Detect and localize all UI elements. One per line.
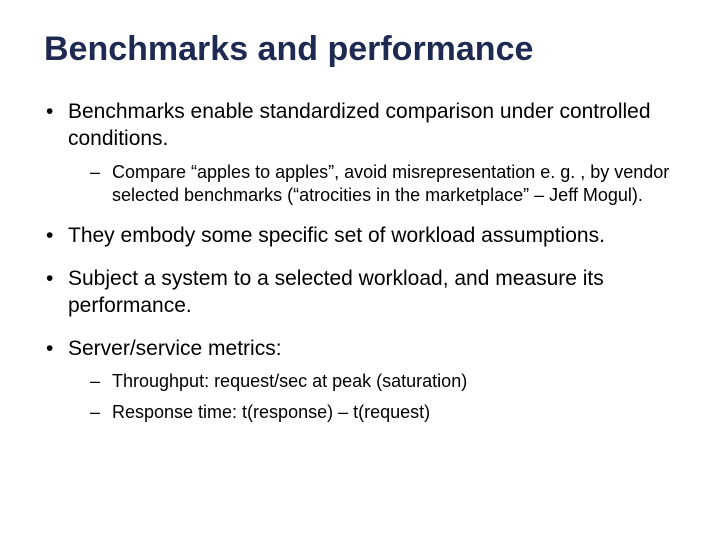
slide: Benchmarks and performance Benchmarks en… — [0, 0, 720, 540]
bullet-list: Benchmarks enable standardized compariso… — [44, 99, 680, 424]
sub-bullet-list: Compare “apples to apples”, avoid misrep… — [68, 161, 680, 207]
bullet-item: They embody some specific set of workloa… — [44, 223, 680, 250]
sub-bullet-text: Response time: t(response) – t(request) — [112, 402, 430, 422]
bullet-text: Subject a system to a selected workload,… — [68, 267, 604, 317]
bullet-text: Server/service metrics: — [68, 337, 282, 360]
bullet-text: They embody some specific set of workloa… — [68, 224, 605, 247]
slide-title: Benchmarks and performance — [44, 30, 680, 69]
bullet-item: Server/service metrics: Throughput: requ… — [44, 336, 680, 425]
bullet-item: Subject a system to a selected workload,… — [44, 266, 680, 320]
sub-bullet-list: Throughput: request/sec at peak (saturat… — [68, 370, 680, 424]
sub-bullet-text: Compare “apples to apples”, avoid misrep… — [112, 162, 669, 205]
sub-bullet-item: Throughput: request/sec at peak (saturat… — [90, 370, 680, 393]
sub-bullet-item: Compare “apples to apples”, avoid misrep… — [90, 161, 680, 207]
bullet-item: Benchmarks enable standardized compariso… — [44, 99, 680, 207]
sub-bullet-item: Response time: t(response) – t(request) — [90, 401, 680, 424]
bullet-text: Benchmarks enable standardized compariso… — [68, 100, 651, 150]
sub-bullet-text: Throughput: request/sec at peak (saturat… — [112, 371, 467, 391]
